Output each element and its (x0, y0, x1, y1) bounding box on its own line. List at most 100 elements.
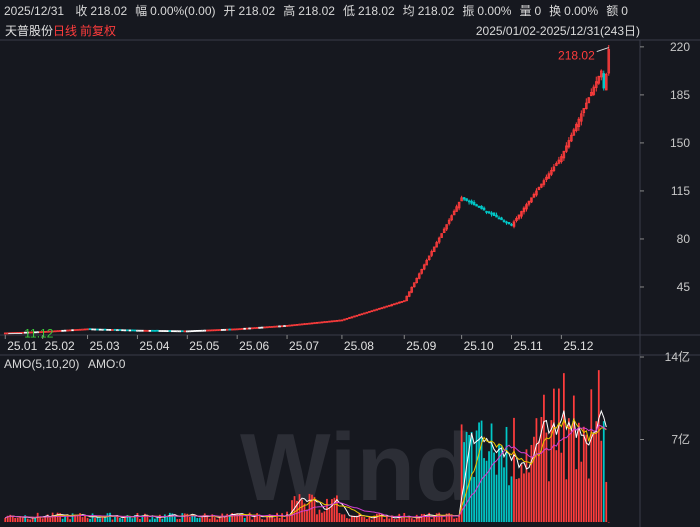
price-tick-label: 220 (670, 40, 690, 54)
time-tick-label: 25.08 (344, 339, 374, 353)
volume-bar (261, 519, 263, 522)
volume-bar (49, 517, 52, 522)
time-tick-label: 25.10 (464, 339, 494, 353)
candle-body (542, 180, 546, 185)
candle-body (178, 330, 182, 333)
candle-body (505, 221, 508, 224)
volume-bar (84, 515, 86, 522)
quote-field-label: 幅 (135, 4, 148, 18)
candle-body (288, 324, 291, 327)
candle-body (490, 212, 493, 215)
candle-body (350, 316, 354, 319)
volume-bar (99, 518, 101, 522)
candle-body (402, 300, 406, 303)
candle-body (36, 331, 39, 334)
volume-bar (607, 522, 610, 523)
volume-bar (558, 388, 560, 522)
volume-bar (109, 512, 111, 522)
candle-body (547, 173, 551, 179)
candle-body (230, 328, 234, 331)
volume-bar (356, 515, 358, 522)
volume-bar (34, 517, 37, 522)
candle-body (203, 329, 207, 332)
candle-body (415, 277, 419, 283)
ma20-line (5, 424, 607, 519)
candle-body (310, 322, 314, 325)
volume-bar (76, 514, 79, 522)
candle-body (220, 329, 224, 331)
time-tick-label: 25.05 (189, 339, 219, 353)
candle-body (432, 246, 436, 253)
volume-bar (548, 481, 550, 522)
candle-body (111, 329, 114, 331)
candle-body (325, 321, 329, 323)
stock-name[interactable]: 天普股份 (5, 24, 54, 38)
candle-body (265, 326, 269, 329)
candle-body (343, 318, 346, 321)
candle-body (340, 319, 344, 322)
candle-body (430, 251, 433, 256)
quote-field-value: 0.00% (564, 4, 599, 18)
volume-bar (385, 516, 388, 522)
volume-bar (193, 516, 196, 522)
volume-bar (375, 513, 378, 522)
price-tick-label: 150 (670, 136, 690, 150)
candle-body (368, 311, 371, 313)
candle-body (215, 329, 219, 332)
candle-body (557, 159, 561, 164)
volume-bar (540, 416, 543, 522)
adjust-label[interactable]: 前复权 (80, 24, 117, 38)
volume-bar (415, 514, 418, 522)
volume-bar (74, 514, 76, 522)
candle-body (23, 331, 27, 334)
candle-body (33, 331, 37, 334)
candle-body (43, 331, 47, 333)
volume-bar (510, 476, 513, 522)
candle-body (93, 328, 97, 331)
volume-bar (582, 426, 585, 522)
candle-body (492, 212, 496, 217)
volume-bar (81, 517, 84, 522)
indicator-name[interactable]: AMO(5,10,20) (4, 357, 80, 371)
volume-bar (378, 513, 381, 522)
volume-bar (390, 515, 393, 522)
candle-body (455, 206, 458, 212)
candle-body (520, 211, 523, 217)
candle-body (345, 317, 349, 320)
volume-bar (119, 517, 121, 522)
volume-bar (523, 473, 525, 522)
volume-bar (208, 518, 211, 522)
volume-bar (191, 514, 194, 522)
candle-body (585, 102, 588, 110)
candle-body (213, 329, 217, 332)
indicator-value: AMO:0 (88, 357, 126, 371)
candle-body (487, 211, 491, 214)
volume-bar (346, 518, 348, 522)
volume-bar (41, 518, 44, 522)
volume-tick-label: 7亿 (671, 432, 690, 447)
candle-body (308, 322, 311, 325)
period-label[interactable]: 日线 (53, 24, 78, 38)
volume-bar (223, 516, 226, 522)
volume-bar (515, 479, 518, 522)
volume-bar (445, 513, 448, 522)
candle-body (225, 328, 229, 331)
volume-bar (348, 518, 351, 522)
volume-bar (595, 421, 598, 522)
volume-bar (271, 515, 273, 522)
volume-bar (151, 515, 154, 522)
volume-bar (430, 518, 433, 522)
volume-bar (567, 418, 570, 522)
candle-body (378, 307, 381, 310)
volume-bar (570, 426, 573, 522)
volume-bar (241, 514, 244, 522)
volume-bar (405, 518, 408, 522)
candle-body (116, 329, 119, 332)
volume-bar (408, 517, 411, 522)
candle-body (248, 327, 251, 330)
candle-body (158, 330, 162, 332)
quote-field-value: 218.02 (357, 4, 395, 18)
candle-body (507, 222, 511, 225)
candle-body (540, 183, 543, 188)
